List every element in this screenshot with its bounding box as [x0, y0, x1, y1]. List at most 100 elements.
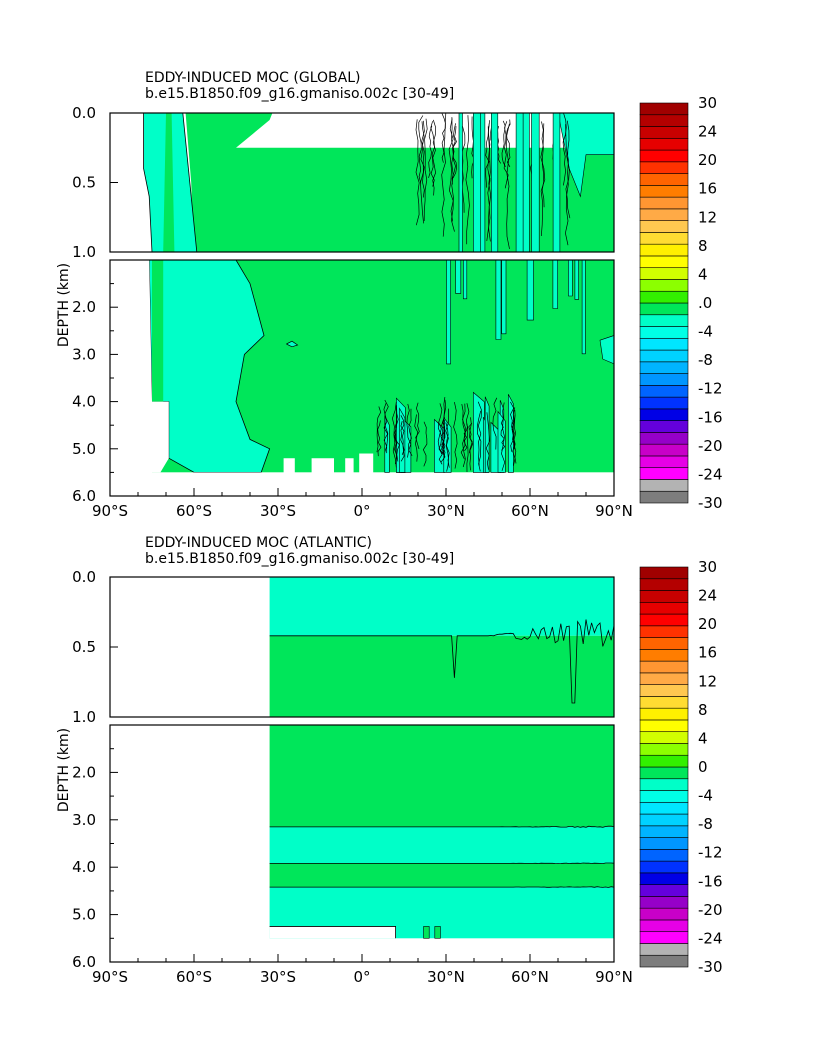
contour-line — [437, 423, 443, 465]
colorbar-swatch — [639, 790, 689, 803]
global-title: EDDY-INDUCED MOC (GLOBAL) — [145, 70, 360, 86]
colorbar-swatch — [639, 173, 689, 186]
colorbar-swatch — [639, 455, 689, 469]
colorbar-swatch — [639, 590, 689, 603]
colorbar-swatch — [639, 408, 689, 421]
negative-streak — [552, 260, 559, 309]
land-mask — [269, 926, 396, 939]
contour-line — [384, 399, 389, 454]
land-mask — [110, 260, 169, 473]
colorbar-swatch — [639, 137, 689, 151]
colorbar-swatch — [639, 825, 689, 838]
colorbar-swatch — [639, 919, 689, 933]
x-tick-label: 0° — [353, 968, 370, 986]
neg-layer — [269, 577, 614, 636]
contour-line — [415, 402, 420, 450]
x-tick-label: 30°N — [427, 968, 465, 986]
global-colorbar: 30 24 20 16 12 8 4 .0 -4 -8 -12 -16 -20 -24 -30 — [639, 94, 723, 512]
y-tick-label: 2.0 — [72, 763, 96, 781]
atlantic-plot: EDDY-INDUCED MOC (ATLANTIC) b.e15.B1850.… — [56, 535, 723, 986]
y-tick-label: 6.0 — [72, 487, 96, 505]
contour-line — [432, 119, 437, 196]
contour-line — [377, 420, 382, 457]
colorbar-swatch — [639, 314, 689, 327]
colorbar-label: -30 — [698, 958, 723, 976]
colorbar-label: -4 — [698, 323, 713, 341]
contour-line — [269, 886, 614, 888]
colorbar-swatch — [639, 479, 689, 492]
colorbar-label: 12 — [698, 208, 717, 226]
colorbar-swatch — [639, 420, 689, 433]
contour-line — [414, 414, 419, 462]
colorbar-label: .0 — [698, 294, 712, 312]
negative-streak — [522, 113, 530, 252]
global-lower-panel — [110, 260, 614, 496]
negative-streak — [526, 260, 534, 321]
contour-line — [469, 417, 474, 471]
y-tick-label: 5.0 — [72, 906, 96, 924]
contour-line — [540, 123, 546, 237]
neg-layer — [269, 826, 614, 864]
negative-streak — [568, 260, 573, 297]
positive-strip — [152, 260, 164, 402]
negative-streak — [490, 113, 499, 252]
global-plot: EDDY-INDUCED MOC (GLOBAL) b.e15.B1850.f0… — [56, 70, 723, 520]
x-tick-label: 30°S — [260, 502, 296, 520]
colorbar-swatch — [639, 696, 689, 709]
negative-streak — [531, 113, 540, 252]
colorbar-label: 16 — [698, 644, 717, 662]
colorbar-swatch — [639, 126, 689, 139]
colorbar-swatch — [639, 490, 689, 504]
colorbar-swatch — [639, 849, 689, 862]
x-tick-label: 90°S — [92, 502, 128, 520]
colorbar-swatch — [639, 302, 689, 316]
y-tick-label: 2.0 — [72, 298, 96, 316]
atlantic-axes: 90°S 60°S 30°S 0° 30°N 60°N 90°N 0.0 0.5 1.0 2.0 3.… — [72, 568, 633, 986]
colorbar-swatch — [639, 931, 689, 944]
contour-line — [452, 126, 457, 179]
contour-line — [463, 423, 468, 452]
contour-line — [430, 121, 435, 187]
contour-line — [418, 115, 424, 184]
colorbar-swatch — [639, 896, 689, 909]
negative-streak — [581, 260, 586, 355]
colorbar-swatch — [639, 149, 689, 163]
colorbar-swatch — [639, 361, 689, 374]
y-tick-label: 0.0 — [72, 568, 96, 586]
colorbar-swatch — [639, 443, 689, 457]
contour-line — [415, 119, 420, 226]
colorbar-swatch — [639, 731, 689, 744]
colorbar-label: -24 — [698, 465, 723, 483]
contour-line — [565, 120, 571, 219]
contour-line — [485, 412, 491, 470]
colorbar-swatch — [639, 467, 689, 480]
colorbar-swatch — [639, 208, 689, 221]
colorbar-swatch — [639, 837, 689, 850]
colorbar-swatch — [639, 243, 689, 257]
colorbar-swatch — [639, 290, 689, 304]
colorbar-swatch — [639, 872, 689, 885]
contour-line — [492, 397, 498, 450]
negative-streak — [446, 260, 451, 365]
colorbar-label: -4 — [698, 787, 713, 805]
colorbar-swatch — [639, 337, 689, 351]
contour-line — [486, 126, 492, 241]
colorbar-label: -12 — [698, 380, 723, 398]
contour-line — [441, 113, 447, 237]
contour-line — [383, 403, 389, 453]
colorbar-swatch — [639, 326, 689, 339]
contour-line — [428, 125, 433, 179]
contour-line — [376, 406, 382, 453]
colorbar-swatch — [639, 684, 689, 697]
colorbar-swatch — [639, 373, 689, 386]
pos-layer — [269, 725, 614, 827]
negative-streak — [574, 260, 579, 300]
colorbar-label: 4 — [698, 265, 708, 283]
colorbar-label: 8 — [698, 237, 708, 255]
colorbar-label: 30 — [698, 94, 717, 112]
contour-line — [445, 422, 449, 472]
colorbar-swatch — [639, 114, 689, 127]
negative-streak — [495, 260, 502, 340]
colorbar-label: -12 — [698, 844, 723, 862]
